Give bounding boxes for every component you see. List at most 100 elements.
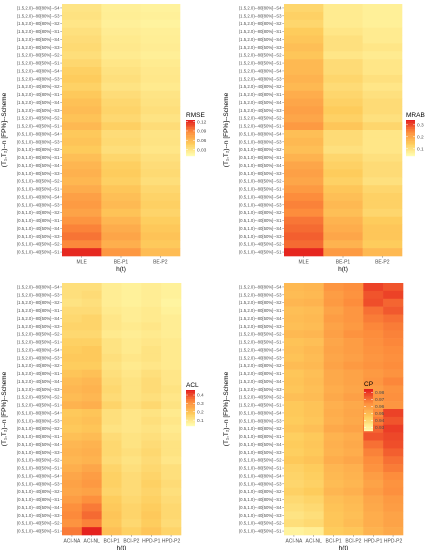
legend-gradient-step: [186, 141, 195, 143]
heatmap-cell: [284, 19, 324, 28]
heatmap-cell: [141, 424, 162, 433]
heatmap-cell: [362, 59, 403, 68]
heatmap-cell: [62, 208, 102, 217]
heatmap-cell: [284, 67, 324, 76]
legend-gradient-step: [186, 404, 195, 406]
heatmap-cell: [363, 385, 384, 394]
y-tick-label: (1.5,2.0)--80[80%]--S4: [17, 5, 60, 10]
y-tick-label: (1.5,2.0)--80[50%]--S4: [17, 316, 60, 321]
heatmap-cell: [121, 306, 142, 315]
heatmap-cell: [101, 232, 141, 241]
y-tick-label: (1.5,2.0)--40[80%]--S1: [17, 371, 60, 376]
legend-gradient-step: [364, 428, 373, 430]
y-axis-title: (T₁,T₂)--n [FP%]--Scheme: [1, 371, 8, 446]
heatmap-cell: [323, 59, 363, 68]
heatmap-cell: [284, 314, 305, 323]
heatmap-cell: [121, 424, 142, 433]
heatmap-cell: [161, 440, 182, 449]
heatmap-cell: [161, 322, 182, 331]
heatmap-cell: [121, 298, 142, 307]
heatmap-cell: [101, 511, 122, 520]
y-tick-label: (1.5,2.0)--80[80%]--S3: [239, 13, 282, 18]
heatmap-cell: [284, 137, 324, 147]
y-tick-label: (0.5,1.0)--40[50%]--S2: [17, 521, 60, 526]
y-tick-label: (1.5,2.0)--40[50%]--S3: [17, 108, 60, 113]
legend-tick-label: 0.3: [197, 401, 204, 407]
y-tick-label: (0.5,1.0)--40[80%]--S2: [239, 210, 282, 215]
legend-tick-label: 0.06: [197, 138, 207, 144]
heatmap-cell: [383, 464, 404, 473]
heatmap-cell: [62, 424, 83, 433]
heatmap-cell: [363, 503, 384, 512]
y-tick-label: (0.5,1.0)--80[50%]--S1: [17, 187, 60, 192]
heatmap-cell: [161, 409, 182, 418]
heatmap-cell: [284, 193, 324, 202]
heatmap-cell: [362, 216, 403, 225]
heatmap-cell: [62, 322, 83, 331]
y-tick-label: (0.5,1.0)--40[50%]--S1: [17, 250, 60, 255]
y-tick-label: (1.5,2.0)--40[80%]--S1: [239, 92, 282, 97]
x-tick-label: ACI-NA: [63, 539, 81, 545]
y-tick-label: (0.5,1.0)--80[50%]--S4: [17, 442, 60, 447]
heatmap-cell: [141, 479, 162, 489]
legend-title: MRAB: [406, 112, 425, 119]
heatmap-cell: [121, 377, 142, 386]
x-tick-label: BCI-P2: [123, 539, 139, 545]
legend-title: RMSE: [186, 112, 205, 119]
legend-gradient-step: [186, 129, 195, 131]
heatmap-cell: [81, 385, 102, 394]
heatmap-cell: [284, 4, 324, 13]
heatmap-cell: [62, 224, 102, 233]
heatmap-cell: [323, 232, 363, 241]
legend-gradient-step: [364, 403, 373, 405]
heatmap-cell: [284, 82, 324, 91]
y-tick-label: (1.5,2.0)--40[80%]--S4: [17, 68, 60, 73]
legend-gradient-step: [364, 418, 373, 420]
heatmap-cell: [363, 479, 384, 489]
heatmap-cell: [101, 4, 141, 13]
legend-gradient-step: [406, 147, 415, 149]
y-tick-label: (0.5,1.0)--40[50%]--S3: [17, 513, 60, 518]
legend-gradient-step: [406, 146, 415, 148]
heatmap-cell: [284, 456, 305, 465]
y-tick-label: (1.5,2.0)--40[50%]--S4: [239, 100, 282, 105]
heatmap-cell: [62, 416, 83, 426]
heatmap-cell: [101, 153, 141, 162]
legend-tick-label: 0.98: [375, 390, 385, 396]
heatmap-cell: [141, 401, 162, 410]
heatmap-cell: [141, 487, 162, 496]
heatmap-cell: [343, 283, 364, 292]
heatmap-cell: [62, 479, 83, 489]
heatmap-cell: [81, 519, 102, 528]
heatmap-cell: [323, 353, 344, 363]
heatmap-cell: [284, 59, 324, 68]
legend-gradient-step: [406, 153, 415, 155]
heatmap-cell: [101, 82, 141, 91]
legend-gradient-step: [406, 129, 415, 131]
legend-gradient-step: [364, 390, 373, 392]
legend-gradient-step: [406, 148, 415, 151]
heatmap-cell: [362, 240, 403, 249]
heatmap-cell: [101, 314, 122, 323]
y-tick-label: (1.5,2.0)--80[50%]--S2: [17, 332, 60, 337]
heatmap-cell: [101, 122, 141, 131]
heatmap-cell: [141, 322, 162, 331]
legend-gradient-step: [186, 132, 195, 134]
heatmap-cell: [101, 503, 122, 512]
heatmap-cell: [284, 503, 305, 512]
legend-gradient-step: [406, 128, 415, 130]
legend-tick-label: 0.2: [197, 409, 204, 415]
heatmap-cell: [284, 369, 305, 378]
x-tick-label: BE-P2: [153, 260, 168, 266]
y-tick-label: (0.5,1.0)--40[80%]--S2: [17, 210, 60, 215]
heatmap-cell: [362, 4, 403, 13]
heatmap-cell: [323, 240, 363, 249]
heatmap-cell: [62, 409, 83, 418]
heatmap-cell: [101, 137, 141, 147]
heatmap-cell: [141, 338, 162, 347]
heatmap-cell: [141, 503, 162, 512]
heatmap-cell: [62, 464, 83, 473]
heatmap-cell: [343, 290, 364, 300]
heatmap-cell: [363, 338, 384, 347]
